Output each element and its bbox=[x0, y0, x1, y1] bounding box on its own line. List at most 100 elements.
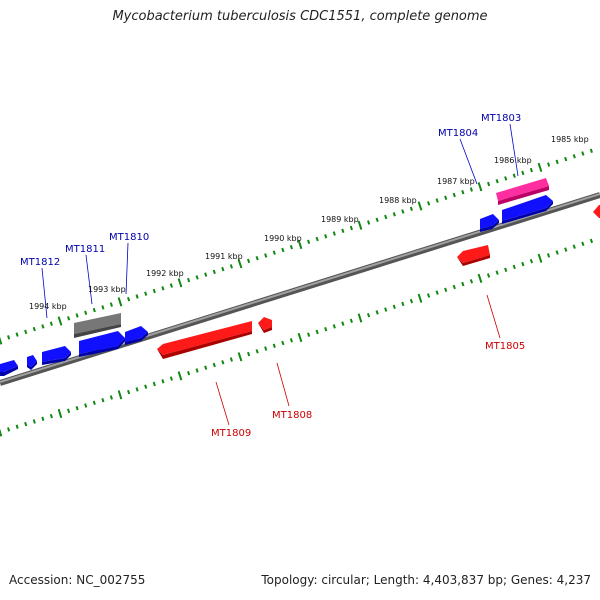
reverse-track-tick bbox=[152, 381, 156, 387]
reverse-track-tick bbox=[195, 368, 199, 373]
forward-track-tick bbox=[109, 302, 113, 307]
forward-track-tick bbox=[384, 214, 388, 220]
reverse-track-tick bbox=[117, 390, 123, 400]
forward-track-tick bbox=[461, 189, 465, 195]
forward-genes bbox=[0, 195, 553, 376]
reverse-track-tick bbox=[204, 365, 208, 370]
forward-track-tick bbox=[349, 225, 353, 231]
forward-track-tick bbox=[272, 250, 276, 255]
forward-track-tick bbox=[15, 332, 19, 337]
forward-track-tick bbox=[409, 206, 413, 212]
forward-track-tick bbox=[117, 297, 123, 307]
reverse-track-tick bbox=[426, 293, 431, 298]
reverse-track-tick bbox=[84, 403, 88, 408]
reverse-track-tick bbox=[135, 387, 139, 392]
forward-track-tick bbox=[297, 239, 303, 250]
forward-track-tick bbox=[315, 236, 319, 242]
reverse-track-tick bbox=[57, 408, 63, 419]
forward-track-tick bbox=[7, 335, 11, 340]
forward-track-tick bbox=[547, 162, 551, 167]
gene-forward-long-1[interactable] bbox=[79, 331, 125, 357]
forward-track-tick bbox=[281, 247, 285, 253]
kbp-label-1991: 1991 kbp bbox=[205, 252, 243, 261]
reverse-track-tick bbox=[435, 290, 439, 295]
reverse-track-tick bbox=[161, 379, 165, 384]
forward-track-tick bbox=[324, 234, 328, 239]
label-mt1810: MT1810 bbox=[109, 232, 149, 243]
gene-forward-mid-1[interactable] bbox=[125, 326, 148, 345]
reverse-track-tick bbox=[7, 427, 11, 432]
reverse-track-tick bbox=[0, 428, 3, 437]
forward-track-tick bbox=[152, 288, 156, 294]
forward-track-tick bbox=[307, 239, 311, 245]
reverse-track-tick bbox=[504, 267, 508, 273]
forward-track-tick bbox=[477, 182, 483, 192]
forward-track-tick bbox=[589, 148, 593, 154]
forward-track-tick bbox=[84, 310, 88, 316]
label-mt1804: MT1804 bbox=[438, 128, 478, 139]
gene-highlight-magenta[interactable] bbox=[496, 178, 549, 205]
gene-reverse-partial-right[interactable] bbox=[593, 205, 600, 218]
label-mt1809: MT1809 bbox=[211, 428, 251, 439]
gene-forward-small-b[interactable] bbox=[42, 346, 71, 365]
forward-track-tick bbox=[435, 198, 439, 203]
reverse-tick-track bbox=[0, 238, 594, 437]
forward-track-tick bbox=[392, 212, 396, 217]
forward-track-tick bbox=[0, 336, 3, 345]
reverse-track-tick bbox=[272, 343, 276, 349]
gene-reverse-mt1805[interactable] bbox=[457, 245, 490, 266]
forward-track-tick bbox=[521, 170, 525, 176]
reverse-track-tick bbox=[469, 279, 474, 284]
reverse-track-tick bbox=[221, 360, 225, 365]
reverse-track-tick bbox=[332, 324, 336, 329]
reverse-track-tick bbox=[461, 281, 465, 287]
forward-track-tick bbox=[487, 181, 491, 187]
gene-grey[interactable] bbox=[74, 313, 121, 338]
gene-reverse-mt1809[interactable] bbox=[157, 321, 252, 359]
reverse-track-tick bbox=[127, 389, 131, 395]
forward-track-tick bbox=[195, 275, 199, 280]
gene-forward-small-a[interactable] bbox=[27, 355, 37, 370]
reverse-track-tick bbox=[521, 261, 525, 267]
gene-forward-mt1803[interactable] bbox=[502, 195, 553, 224]
forward-track-tick bbox=[469, 187, 473, 192]
forward-track-tick bbox=[135, 294, 139, 299]
forward-track-tick bbox=[332, 231, 336, 236]
reverse-track-tick bbox=[384, 307, 388, 312]
reverse-track-tick bbox=[281, 340, 285, 346]
reverse-track-tick bbox=[564, 247, 568, 252]
kbp-label-1987: 1987 kbp bbox=[437, 177, 475, 186]
forward-track-tick bbox=[32, 326, 36, 332]
forward-track-tick bbox=[452, 192, 456, 198]
reverse-track-tick bbox=[581, 241, 585, 247]
gene-reverse-mt1808[interactable] bbox=[258, 317, 272, 333]
reverse-track-tick bbox=[366, 312, 371, 318]
forward-track-tick bbox=[49, 321, 53, 326]
forward-track-tick bbox=[177, 278, 183, 288]
forward-track-tick bbox=[204, 272, 208, 277]
reverse-track-tick bbox=[41, 416, 45, 421]
forward-track-tick bbox=[237, 259, 243, 269]
reverse-track-tick bbox=[32, 419, 36, 424]
forward-track-tick bbox=[564, 156, 568, 162]
forward-track-tick bbox=[504, 176, 508, 181]
label-mt1803: MT1803 bbox=[481, 113, 521, 124]
reverse-track-tick bbox=[24, 421, 28, 427]
reverse-track-tick bbox=[75, 405, 79, 411]
reverse-track-tick bbox=[477, 273, 483, 284]
reverse-track-tick bbox=[546, 253, 551, 258]
reverse-track-tick bbox=[297, 332, 303, 343]
forward-track-tick bbox=[417, 201, 423, 211]
forward-track-tick bbox=[67, 316, 71, 321]
gene-forward-partial-left[interactable] bbox=[0, 360, 18, 376]
gene-forward-mt1804[interactable] bbox=[480, 214, 499, 232]
reverse-track-tick bbox=[144, 384, 148, 389]
reverse-track-tick bbox=[375, 310, 379, 315]
genome-backbone bbox=[0, 192, 600, 386]
reverse-track-tick bbox=[15, 424, 19, 429]
forward-track-tick bbox=[375, 217, 379, 223]
label-mt1805: MT1805 bbox=[485, 341, 525, 352]
kbp-label-1985: 1985 kbp bbox=[551, 135, 589, 144]
